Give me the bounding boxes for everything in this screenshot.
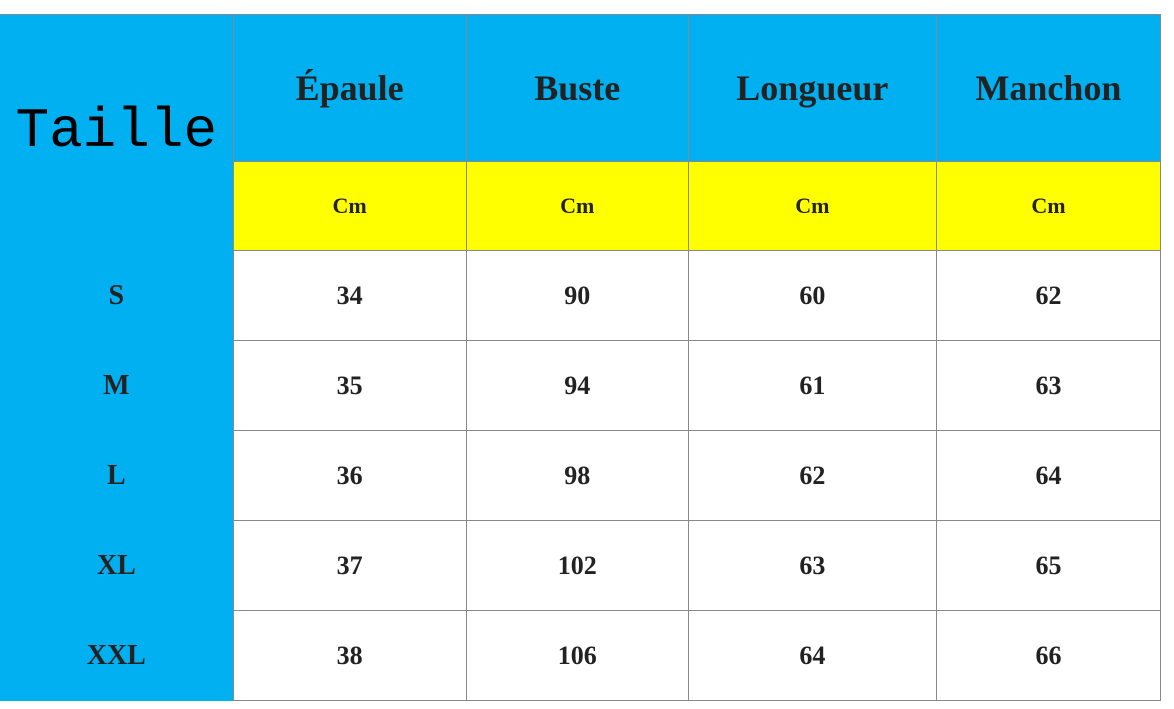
measurement-cell: 34 (232, 250, 467, 341)
column-header-bust: Buste (465, 14, 689, 162)
unit-cell: Cm (465, 161, 689, 251)
measurement-cell: 62 (935, 250, 1162, 341)
unit-cell: Cm (687, 161, 937, 251)
measurement-cell: 60 (687, 250, 937, 341)
measurement-cell: 36 (232, 430, 467, 521)
size-label: XXL (0, 610, 234, 701)
measurement-cell: 61 (687, 340, 937, 431)
measurement-cell: 98 (465, 430, 689, 521)
measurement-cell: 94 (465, 340, 689, 431)
size-label: M (0, 340, 234, 431)
measurement-cell: 35 (232, 340, 467, 431)
column-header-length: Longueur (687, 14, 937, 162)
table-row: XL 37 102 63 65 (0, 520, 1162, 611)
table-row: M 35 94 61 63 (0, 340, 1162, 431)
table-row: S 34 90 60 62 (0, 250, 1162, 341)
header-row: Taille Épaule Buste Longueur Manchon (0, 14, 1162, 251)
unit-cell: Cm (232, 161, 467, 251)
table-row: XXL 38 106 64 66 (0, 610, 1162, 701)
unit-cell: Cm (935, 161, 1162, 251)
table-row: L 36 98 62 64 (0, 430, 1162, 521)
measurement-cell: 90 (465, 250, 689, 341)
size-label: XL (0, 520, 234, 611)
size-label: L (0, 430, 234, 521)
size-label: S (0, 250, 234, 341)
measurement-cell: 37 (232, 520, 467, 611)
measurement-cell: 63 (687, 520, 937, 611)
measurement-cell: 38 (232, 610, 467, 701)
measurement-cell: 106 (465, 610, 689, 701)
measurement-cell: 63 (935, 340, 1162, 431)
measurement-cell: 66 (935, 610, 1162, 701)
unit-row: Cm Cm Cm Cm (0, 161, 1162, 251)
column-header-shoulder: Épaule (232, 14, 467, 162)
size-header: Taille (0, 14, 234, 251)
measurement-cell: 64 (935, 430, 1162, 521)
measurement-cell: 65 (935, 520, 1162, 611)
column-header-sleeve: Manchon (935, 14, 1162, 162)
measurement-cell: 62 (687, 430, 937, 521)
measurement-cell: 102 (465, 520, 689, 611)
measurement-cell: 64 (687, 610, 937, 701)
size-chart-table: Taille Épaule Buste Longueur Manchon Cm … (0, 14, 1162, 701)
